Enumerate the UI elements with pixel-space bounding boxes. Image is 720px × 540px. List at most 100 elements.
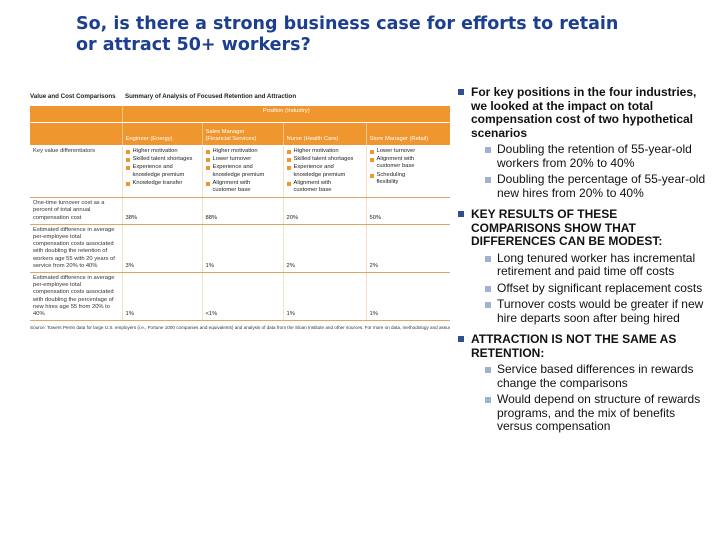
square-sub-bullet-icon	[485, 177, 491, 183]
column-header-store-manager: Store Manager (Retail)	[365, 122, 451, 146]
bullet-line: we looked at the impact on total	[471, 98, 654, 113]
square-bullet-icon	[458, 211, 464, 217]
table-cell-value: 1%	[365, 272, 451, 322]
table-cell-value: 1%	[282, 272, 366, 322]
table-row-retention-difference: Estimated difference in average per-empl…	[30, 224, 451, 274]
sub-bullet-line: Turnover costs would be greater if new	[497, 297, 704, 311]
list-item-line: Alignment with	[293, 179, 332, 186]
sub-bullet-line: hire departs soon after being hired	[497, 310, 680, 325]
list-item: Skilled talent shortages	[286, 156, 363, 163]
sub-bullet-line: Would depend on structure of rewards	[497, 392, 701, 406]
square-sub-bullet-icon	[485, 255, 491, 262]
comparison-table: Position (Industry) Engineer (Energy) Sa…	[30, 106, 451, 322]
list-item-line: flexibility	[376, 178, 399, 185]
table-cell: Higher motivation Skilled talent shortag…	[282, 145, 366, 199]
table-cell-value: 2%	[365, 224, 451, 274]
square-sub-bullet-icon	[485, 302, 491, 308]
square-sub-bullet-icon	[485, 285, 491, 292]
list-item: Alignment with customer base	[286, 179, 363, 194]
figure-headings: Value and Cost Comparisons Summary of An…	[30, 93, 450, 104]
bullet-text: ATTRACTION IS NOT THE SAME AS RETENTION:	[471, 332, 708, 360]
column-header-line: Sales Manager	[205, 128, 245, 135]
table-cell-value: 1%	[201, 224, 283, 274]
column-header-line: (Financial Services)	[205, 135, 257, 142]
list-item: Higher motivation	[205, 148, 280, 155]
list-item-line: knowledge premium	[132, 171, 185, 178]
table-corner-cell	[30, 122, 122, 146]
list-item: Experience and knowledge premium	[286, 164, 363, 178]
sub-bullet: Would depend on structure of rewards pro…	[485, 392, 708, 434]
square-bullet-icon	[458, 336, 464, 342]
table-group-header-row: Position (Industry)	[30, 106, 451, 123]
table-cell-value: 88%	[201, 197, 283, 225]
list-item-line: Experience and	[293, 164, 334, 171]
list-item-line: customer base	[212, 187, 251, 194]
list-item-line: Alignment with	[376, 156, 415, 163]
sub-bullet-line: Service based differences in rewards	[497, 362, 694, 376]
bullet-line: compensation cost of two hypothetical	[471, 112, 694, 126]
list-item-line: customer base	[293, 187, 332, 194]
bullet-attraction: ATTRACTION IS NOT THE SAME AS RETENTION:…	[458, 332, 708, 434]
bullet-line: ATTRACTION IS NOT THE SAME AS	[471, 332, 677, 346]
list-item-line: customer base	[376, 163, 415, 170]
sub-bullet-line: Doubling the percentage of 55-year-old	[497, 172, 706, 186]
row-label: Key value differentiators	[30, 145, 122, 199]
table-cell-value: <1%	[201, 272, 283, 322]
figure-source-note: Source: Towers Perrin data for large U.S…	[30, 325, 450, 331]
sub-bullet: Doubling the percentage of 55-year-old n…	[485, 172, 708, 200]
sub-bullet-line: retirement and paid time off costs	[497, 264, 675, 278]
table-cell: Higher motivation Skilled talent shortag…	[121, 145, 202, 199]
table-cell-value: 2%	[282, 224, 366, 274]
list-item: Scheduling flexibility	[369, 171, 448, 186]
sub-bullet: Service based differences in rewards cha…	[485, 362, 708, 390]
list-item: Higher motivation	[286, 148, 363, 155]
bullet-line: COMPARISONS SHOW THAT	[471, 220, 636, 235]
list-item-line: Experience and	[132, 164, 173, 171]
bullet-key-positions: For key positions in the four industries…	[458, 85, 708, 200]
bullet-line: RETENTION:	[471, 345, 545, 360]
table-cell-value: 50%	[365, 197, 451, 225]
list-item: Lower turnover	[369, 148, 448, 155]
column-header-sales-manager: Sales Manager (Financial Services)	[201, 122, 283, 146]
bullet-key-results: KEY RESULTS OF THESE COMPARISONS SHOW TH…	[458, 207, 708, 325]
bullet-line: For key positions in the four industries…	[471, 85, 697, 99]
slide-title-line: or attract 50+ workers?	[76, 35, 311, 55]
table-cell: Lower turnover Alignment with customer ba…	[365, 145, 451, 199]
bullet-line: scenarios	[471, 125, 528, 140]
square-bullet-icon	[458, 89, 464, 95]
list-item: Alignment with customer base	[205, 179, 280, 194]
bullet-line: KEY RESULTS OF THESE	[471, 207, 618, 221]
table-row-turnover-cost: One-time turnover cost as a percent of t…	[30, 197, 451, 225]
table-cell-value: 20%	[282, 197, 366, 225]
list-item: Alignment with customer base	[369, 156, 448, 170]
list-item-line: knowledge premium	[293, 171, 346, 178]
comparison-figure: Value and Cost Comparisons Summary of An…	[30, 93, 451, 331]
table-cell-value: 1%	[121, 272, 202, 322]
slide-title: So, is there a strong business case for …	[76, 14, 696, 56]
sub-bullet: Doubling the retention of 55-year-old wo…	[485, 142, 708, 170]
list-item-line: Scheduling	[376, 171, 406, 178]
table-corner-cell	[30, 106, 122, 123]
sub-bullet-line: workers from 20% to 40%	[497, 155, 635, 170]
table-column-header-row: Engineer (Energy) Sales Manager (Financia…	[30, 122, 451, 146]
bullet-line: DIFFERENCES CAN BE MODEST:	[471, 234, 663, 248]
list-item: Experience and knowledge premium	[205, 164, 280, 178]
position-group-header: Position (Industry)	[121, 106, 451, 123]
sub-bullet-line: Doubling the retention of 55-year-old	[497, 142, 692, 156]
bullet-text: For key positions in the four industries…	[471, 85, 708, 140]
list-item-line: Alignment with	[212, 179, 251, 186]
column-header-nurse: Nurse (Health Care)	[282, 122, 366, 146]
table-cell: Higher motivation Lower turnover Experie…	[201, 145, 283, 199]
list-item: Knowledge transfer	[125, 180, 199, 187]
figure-section-label: Value and Cost Comparisons	[30, 93, 116, 100]
square-sub-bullet-icon	[485, 397, 491, 403]
square-sub-bullet-icon	[485, 147, 491, 153]
list-item: Higher motivation	[125, 148, 199, 155]
sub-bullet-line: programs, and the mix of benefits	[497, 405, 676, 420]
table-cell-value: 38%	[121, 197, 202, 225]
table-cell-value: 3%	[121, 224, 202, 274]
slide-title-line: So, is there a strong business case for …	[76, 14, 619, 34]
sub-bullet: Long tenured worker has incremental reti…	[485, 251, 708, 279]
list-item-line: knowledge premium	[212, 171, 265, 178]
bullet-list: For key positions in the four industries…	[458, 85, 708, 434]
